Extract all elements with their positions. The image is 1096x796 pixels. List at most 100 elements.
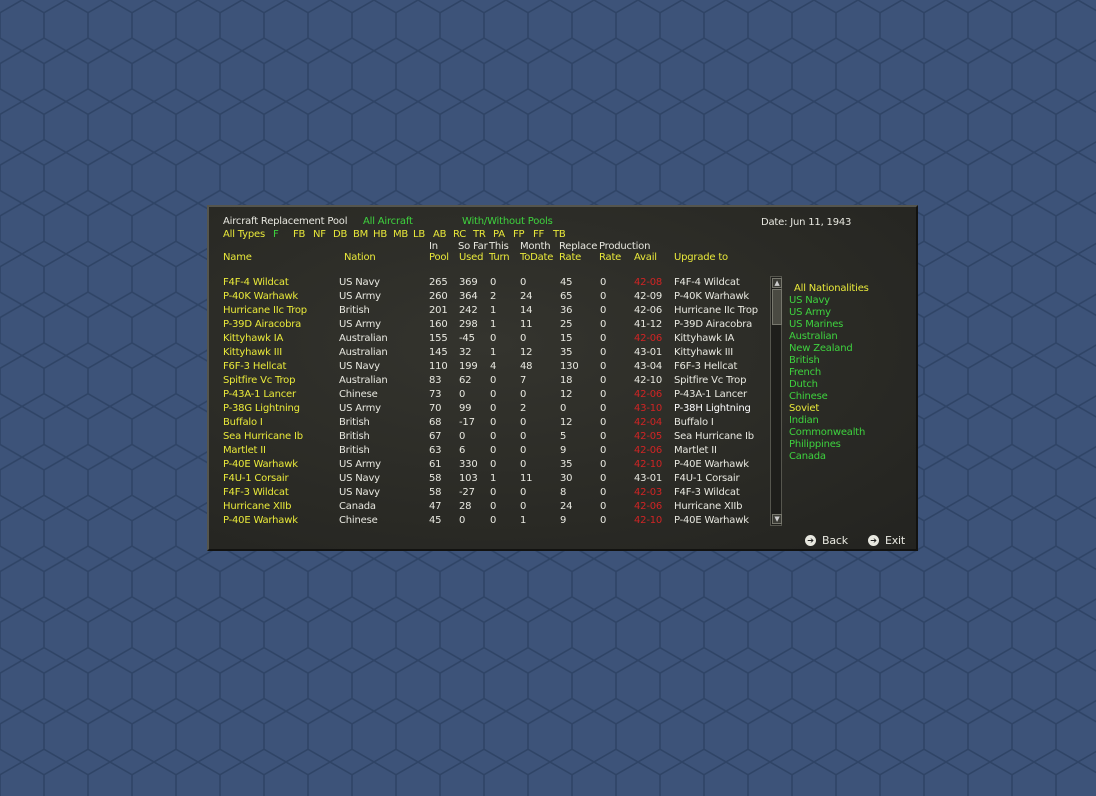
scroll-up-icon[interactable]: ▲ bbox=[772, 278, 782, 288]
col-prod-rate[interactable]: Rate bbox=[599, 252, 622, 263]
cell-name: P-43A-1 Lancer bbox=[223, 389, 296, 400]
col-nation[interactable]: Nation bbox=[344, 252, 376, 263]
type-filter-ab[interactable]: AB bbox=[433, 229, 447, 240]
type-filter-mb[interactable]: MB bbox=[393, 229, 409, 240]
nationality-item[interactable]: Soviet bbox=[789, 403, 820, 414]
cell-upgrade: F4U-1 Corsair bbox=[674, 473, 740, 484]
nationality-item[interactable]: US Army bbox=[789, 307, 831, 318]
table-row[interactable]: Buffalo I British 68 -17 0 0 12 0 42-04 Buffalo I bbox=[209, 417, 769, 431]
cell-avail: 42-06 bbox=[634, 501, 663, 512]
cell-avail: 42-06 bbox=[634, 445, 663, 456]
table-row[interactable]: P-40E Warhawk Chinese 45 0 0 1 9 0 42-10 P-40E Wa… bbox=[209, 515, 769, 529]
scroll-thumb[interactable] bbox=[772, 289, 782, 325]
back-button[interactable]: ➔ Back bbox=[805, 534, 848, 547]
exit-button[interactable]: ➔ Exit bbox=[868, 534, 905, 547]
col-upgrade[interactable]: Upgrade to bbox=[674, 252, 728, 263]
cell-avail: 42-10 bbox=[634, 375, 663, 386]
cell-prate: 0 bbox=[600, 333, 607, 344]
table-row[interactable]: Spitfire Vc Trop Australian 83 62 0 7 18 0 42-10… bbox=[209, 375, 769, 389]
cell-avail: 42-10 bbox=[634, 515, 663, 526]
cell-nation: Australian bbox=[339, 347, 388, 358]
type-filter-pa[interactable]: PA bbox=[493, 229, 505, 240]
col-name[interactable]: Name bbox=[223, 252, 252, 263]
cell-name: Sea Hurricane Ib bbox=[223, 431, 303, 442]
nationality-item[interactable]: Commonwealth bbox=[789, 427, 866, 438]
col-todate[interactable]: ToDate bbox=[520, 252, 554, 263]
cell-upgrade: P-43A-1 Lancer bbox=[674, 389, 747, 400]
cell-nation: US Army bbox=[339, 403, 381, 414]
cell-upgrade: Kittyhawk III bbox=[674, 347, 733, 358]
table-row[interactable]: Sea Hurricane Ib British 67 0 0 0 5 0 42-05 Sea H… bbox=[209, 431, 769, 445]
table-row[interactable]: F4F-3 Wildcat US Navy 58 -27 0 0 8 0 42-03 F4F-3 … bbox=[209, 487, 769, 501]
table-row[interactable]: P-40K Warhawk US Army 260 364 2 24 65 0 42-09 P-4… bbox=[209, 291, 769, 305]
cell-prate: 0 bbox=[600, 319, 607, 330]
cell-upgrade: P-40E Warhawk bbox=[674, 515, 749, 526]
type-filter-tb[interactable]: TB bbox=[553, 229, 566, 240]
nationality-item[interactable]: French bbox=[789, 367, 822, 378]
type-filter-rc[interactable]: RC bbox=[453, 229, 467, 240]
nationality-item[interactable]: Chinese bbox=[789, 391, 828, 402]
cell-rate: 9 bbox=[560, 445, 567, 456]
cell-avail: 42-09 bbox=[634, 291, 663, 302]
cell-avail: 42-03 bbox=[634, 487, 663, 498]
panel-title: Aircraft Replacement Pool bbox=[223, 216, 348, 227]
nationality-item[interactable]: Dutch bbox=[789, 379, 818, 390]
type-filter-bm[interactable]: BM bbox=[353, 229, 369, 240]
table-row[interactable]: Kittyhawk III Australian 145 32 1 12 35 0 43-01 K… bbox=[209, 347, 769, 361]
cell-name: P-38G Lightning bbox=[223, 403, 300, 414]
cell-name: Kittyhawk IA bbox=[223, 333, 284, 344]
cell-nation: US Army bbox=[339, 459, 381, 470]
nationality-item[interactable]: Canada bbox=[789, 451, 826, 462]
cell-name: P-40K Warhawk bbox=[223, 291, 299, 302]
filter-with-without-pools[interactable]: With/Without Pools bbox=[462, 216, 553, 227]
nationality-item[interactable]: Australian bbox=[789, 331, 838, 342]
type-filter-hb[interactable]: HB bbox=[373, 229, 387, 240]
cell-rate: 5 bbox=[560, 431, 567, 442]
cell-pool: 47 bbox=[429, 501, 442, 512]
cell-rate: 8 bbox=[560, 487, 567, 498]
nationality-item[interactable]: US Navy bbox=[789, 295, 830, 306]
type-filter-db[interactable]: DB bbox=[333, 229, 348, 240]
cell-nation: Chinese bbox=[339, 515, 378, 526]
cell-turn: 0 bbox=[490, 333, 497, 344]
scroll-down-icon[interactable]: ▼ bbox=[772, 514, 782, 524]
type-filter-lb[interactable]: LB bbox=[413, 229, 426, 240]
type-filter-nf[interactable]: NF bbox=[313, 229, 326, 240]
nationality-item[interactable]: Indian bbox=[789, 415, 819, 426]
type-filter-tr[interactable]: TR bbox=[473, 229, 486, 240]
col-pool[interactable]: Pool bbox=[429, 252, 449, 263]
table-row[interactable]: P-43A-1 Lancer Chinese 73 0 0 0 12 0 42-06 P-43A-… bbox=[209, 389, 769, 403]
table-row[interactable]: Hurricane XIIb Canada 47 28 0 0 24 0 42-06 Hurric… bbox=[209, 501, 769, 515]
type-filter-all[interactable]: All Types bbox=[223, 229, 265, 240]
table-row[interactable]: F4U-1 Corsair US Navy 58 103 1 11 30 0 43-01 F4U-… bbox=[209, 473, 769, 487]
cell-prate: 0 bbox=[600, 431, 607, 442]
filter-all-aircraft[interactable]: All Aircraft bbox=[363, 216, 413, 227]
cell-nation: Australian bbox=[339, 375, 388, 386]
cell-upgrade: Hurricane XIIb bbox=[674, 501, 743, 512]
table-row[interactable]: Kittyhawk IA Australian 155 -45 0 0 15 0 42-06 Ki… bbox=[209, 333, 769, 347]
table-row[interactable]: P-38G Lightning US Army 70 99 0 2 0 0 43-10 P-38H… bbox=[209, 403, 769, 417]
cell-pool: 68 bbox=[429, 417, 442, 428]
table-row[interactable]: F4F-4 Wildcat US Navy 265 369 0 0 45 0 42-08 F4F-… bbox=[209, 277, 769, 291]
cell-name: Spitfire Vc Trop bbox=[223, 375, 296, 386]
nationality-item[interactable]: All Nationalities bbox=[794, 283, 869, 294]
table-row[interactable]: P-40E Warhawk US Army 61 330 0 0 35 0 42-10 P-40E… bbox=[209, 459, 769, 473]
cell-nation: US Navy bbox=[339, 277, 380, 288]
table-row[interactable]: Hurricane IIc Trop British 201 242 1 14 36 0 42-… bbox=[209, 305, 769, 319]
nationality-item[interactable]: US Marines bbox=[789, 319, 844, 330]
type-filter-f[interactable]: F bbox=[273, 229, 279, 240]
table-row[interactable]: P-39D Airacobra US Army 160 298 1 11 25 0 41-12 P… bbox=[209, 319, 769, 333]
col-used[interactable]: Used bbox=[459, 252, 484, 263]
nationality-item[interactable]: British bbox=[789, 355, 820, 366]
table-row[interactable]: Martlet II British 63 6 0 0 9 0 42-06 Martlet II bbox=[209, 445, 769, 459]
nationality-item[interactable]: Philippines bbox=[789, 439, 841, 450]
type-filter-fb[interactable]: FB bbox=[293, 229, 306, 240]
col-rate[interactable]: Rate bbox=[559, 252, 582, 263]
nationality-item[interactable]: New Zealand bbox=[789, 343, 853, 354]
col-turn[interactable]: Turn bbox=[489, 252, 510, 263]
table-scrollbar[interactable]: ▲ ▼ bbox=[770, 276, 782, 526]
type-filter-fp[interactable]: FP bbox=[513, 229, 525, 240]
table-row[interactable]: F6F-3 Hellcat US Navy 110 199 4 48 130 0 43-04 F6… bbox=[209, 361, 769, 375]
type-filter-ff[interactable]: FF bbox=[533, 229, 545, 240]
col-avail[interactable]: Avail bbox=[634, 252, 657, 263]
